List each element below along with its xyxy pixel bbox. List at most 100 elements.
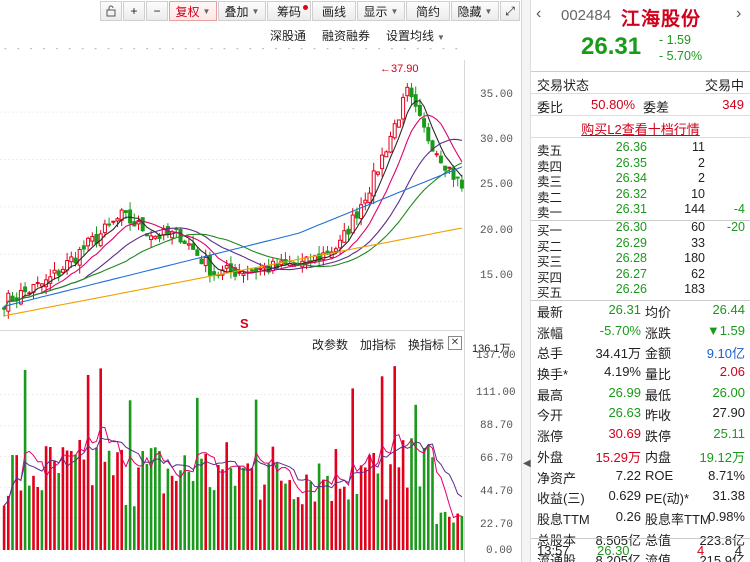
book-level-label: 买五 bbox=[537, 286, 563, 300]
candle-body bbox=[317, 253, 322, 261]
fullscreen-icon: ⤢ bbox=[505, 3, 515, 18]
yincang-dropdown[interactable]: 隐藏 ▼ bbox=[451, 1, 499, 21]
stat-label: 涨停 bbox=[537, 429, 564, 445]
stat-label: 最低 bbox=[645, 387, 672, 403]
fuquan-dropdown[interactable]: 复权 ▼ bbox=[169, 1, 217, 21]
add-indicator-button[interactable]: 加指标 bbox=[360, 338, 397, 352]
sell-signal-marker: S bbox=[240, 316, 249, 331]
bid-row[interactable]: 买二 26.29 33 bbox=[531, 236, 750, 254]
stat-row: 流通股 8.205亿 流值 215.9亿 bbox=[531, 548, 750, 562]
caret-down-icon: ▼ bbox=[484, 6, 493, 16]
stat-label: 换手* bbox=[537, 367, 569, 383]
zoom-in-button[interactable]: + bbox=[123, 1, 145, 21]
stat-value: 0.629 bbox=[608, 488, 641, 504]
volume-bar-chart[interactable] bbox=[0, 350, 464, 560]
volume-bar bbox=[359, 465, 363, 550]
next-stock-icon[interactable]: › bbox=[736, 5, 742, 22]
stat-value: 223.8亿 bbox=[699, 532, 745, 548]
volume-bar bbox=[443, 511, 447, 550]
vol-ma10-line bbox=[3, 437, 463, 506]
stat-value: 27.90 bbox=[712, 405, 745, 421]
candle-body bbox=[81, 245, 86, 250]
chouma-button[interactable]: 筹码 bbox=[267, 1, 311, 21]
stat-value: 19.12万 bbox=[699, 449, 745, 465]
stat-value: 25.11 bbox=[713, 426, 745, 442]
shengutong-link[interactable]: 深股通 bbox=[270, 29, 307, 43]
bid-row[interactable]: 买一 26.30 60 -20 bbox=[531, 220, 750, 238]
stat-row: 净资产 7.22 ROE 8.71% bbox=[531, 466, 750, 487]
l2-upgrade-link[interactable]: 购买L2查看十档行情 bbox=[531, 116, 750, 138]
collapse-arrow-icon[interactable]: ◀ bbox=[523, 458, 531, 469]
bid-row[interactable]: 买三 26.28 180 bbox=[531, 251, 750, 269]
stat-value: 30.69 bbox=[608, 426, 641, 442]
lock-button[interactable] bbox=[100, 1, 122, 21]
volume-bar bbox=[364, 467, 367, 550]
ask-row[interactable]: 卖四 26.35 2 bbox=[531, 155, 750, 174]
volume-bar bbox=[397, 467, 401, 550]
volume-bar bbox=[351, 388, 354, 550]
change-params-button[interactable]: 改参数 bbox=[312, 338, 349, 352]
volume-bar bbox=[233, 485, 237, 550]
volume-y-tick: 44.70 bbox=[480, 486, 514, 498]
candle-body bbox=[262, 266, 267, 269]
candle-body bbox=[401, 96, 406, 120]
stat-row: 收益(三) 0.629 PE(动)* 31.38 bbox=[531, 486, 750, 507]
book-price: 26.32 bbox=[615, 186, 647, 201]
candle-body bbox=[178, 228, 183, 243]
jianjie-button[interactable]: 简约 bbox=[406, 1, 450, 21]
volume-bar bbox=[191, 481, 195, 550]
volume-bar bbox=[196, 397, 199, 550]
stock-code: 002484 bbox=[561, 7, 612, 24]
fullscreen-button[interactable]: ⤢ bbox=[500, 1, 520, 21]
bid-row[interactable]: 买五 26.26 183 bbox=[531, 282, 750, 300]
candle-body bbox=[107, 223, 112, 226]
xianshi-dropdown[interactable]: 显示 ▼ bbox=[357, 1, 405, 21]
ask-row[interactable]: 卖二 26.32 10 bbox=[531, 186, 750, 205]
candle-body bbox=[359, 204, 364, 220]
diejia-dropdown[interactable]: 叠加 ▼ bbox=[218, 1, 266, 21]
bid-row[interactable]: 买四 26.27 62 bbox=[531, 266, 750, 285]
volume-bar bbox=[141, 451, 144, 550]
price-candlestick-chart[interactable] bbox=[0, 60, 464, 330]
book-volume: 62 bbox=[691, 266, 705, 281]
rongzi-link[interactable]: 融资融券 bbox=[322, 29, 371, 43]
volume-y-tick: 22.70 bbox=[480, 519, 514, 531]
stat-label: 净资产 bbox=[537, 470, 577, 486]
yincang-label: 隐藏 bbox=[457, 4, 482, 19]
volume-bar bbox=[296, 497, 300, 550]
stat-label: 股息TTM bbox=[537, 511, 590, 527]
volume-bar bbox=[137, 467, 140, 550]
volume-bar bbox=[95, 447, 98, 550]
caret-down-icon: ▼ bbox=[437, 33, 445, 42]
volume-bar bbox=[422, 447, 426, 550]
stat-label: 量比 bbox=[645, 367, 672, 383]
stat-value: 0.98% bbox=[708, 508, 745, 524]
volume-bar bbox=[166, 468, 170, 550]
ma60-line bbox=[3, 166, 463, 307]
switch-indicator-button[interactable]: 换指标 bbox=[408, 338, 445, 352]
kline-chart-panel[interactable]: + − 复权 ▼ 叠加 ▼ 筹码 画线 显示 ▼ 简约 隐藏 ▼ ⤢ 深股通 融资融券 … bbox=[0, 0, 522, 562]
price-change-pct: - 5.70% bbox=[659, 49, 703, 63]
ask-row[interactable]: 卖一 26.31 144 -4 bbox=[531, 202, 750, 220]
volume-bar bbox=[221, 469, 224, 550]
set-ma-dropdown[interactable]: 设置均线 ▼ bbox=[386, 27, 445, 44]
stat-label: ROE bbox=[645, 467, 674, 483]
book-volume: 2 bbox=[698, 155, 705, 170]
huaxian-button[interactable]: 画线 bbox=[312, 1, 356, 21]
volume-bar bbox=[15, 455, 18, 550]
panel-splitter[interactable]: ◀ bbox=[522, 0, 531, 562]
ask-row[interactable]: 卖三 26.34 2 bbox=[531, 171, 750, 189]
candle-body bbox=[375, 171, 380, 175]
close-icon[interactable]: ✕ bbox=[448, 336, 462, 350]
zoom-out-button[interactable]: − bbox=[146, 1, 168, 21]
prev-stock-icon[interactable]: ‹ bbox=[536, 5, 542, 22]
ask-row[interactable]: 卖五 26.36 11 bbox=[531, 140, 750, 158]
candle-body bbox=[367, 192, 372, 204]
volume-bar bbox=[2, 505, 6, 550]
volume-bar bbox=[305, 474, 308, 550]
tick-count: 4 bbox=[734, 543, 742, 558]
candle-body bbox=[333, 248, 338, 252]
volume-bar bbox=[175, 480, 178, 550]
candle-body bbox=[405, 86, 410, 97]
volume-bar bbox=[128, 400, 132, 550]
